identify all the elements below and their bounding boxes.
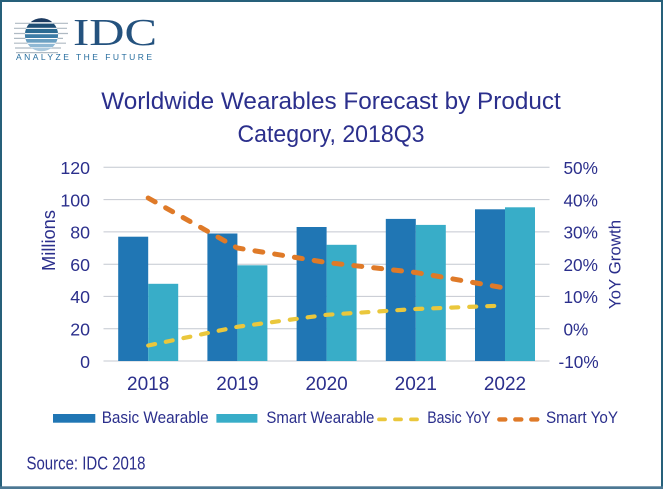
- svg-text:Basic YoY: Basic YoY: [427, 409, 491, 427]
- svg-text:Worldwide Wearables Forecast b: Worldwide Wearables Forecast by Product: [101, 88, 561, 115]
- svg-text:10%: 10%: [564, 287, 598, 307]
- svg-text:100: 100: [60, 190, 90, 210]
- svg-text:20%: 20%: [564, 255, 598, 275]
- svg-text:-10%: -10%: [559, 352, 599, 372]
- svg-text:120: 120: [60, 158, 90, 178]
- svg-text:50%: 50%: [564, 158, 598, 178]
- svg-text:IDC: IDC: [73, 12, 157, 54]
- svg-text:Smart Wearable: Smart Wearable: [266, 409, 374, 427]
- svg-text:Source: IDC 2018: Source: IDC 2018: [27, 454, 146, 474]
- svg-text:0%: 0%: [564, 320, 589, 340]
- svg-text:80: 80: [70, 223, 90, 243]
- svg-text:0: 0: [80, 352, 90, 372]
- svg-text:Smart YoY: Smart YoY: [546, 409, 618, 427]
- svg-text:Basic Wearable: Basic Wearable: [102, 409, 209, 427]
- svg-text:30%: 30%: [564, 223, 598, 243]
- svg-text:20: 20: [70, 320, 90, 340]
- svg-text:2019: 2019: [216, 374, 258, 395]
- svg-text:2020: 2020: [305, 374, 347, 395]
- svg-text:40%: 40%: [564, 190, 598, 210]
- svg-text:2022: 2022: [484, 374, 526, 395]
- svg-text:ANALYZE THE FUTURE: ANALYZE THE FUTURE: [16, 52, 152, 62]
- svg-text:40: 40: [70, 287, 90, 307]
- svg-text:Category, 2018Q3: Category, 2018Q3: [238, 121, 425, 148]
- svg-text:60: 60: [70, 255, 90, 275]
- svg-text:YoY Growth: YoY Growth: [606, 220, 625, 309]
- svg-text:Millions: Millions: [38, 210, 59, 271]
- svg-text:2018: 2018: [127, 374, 169, 395]
- svg-text:2021: 2021: [395, 374, 437, 395]
